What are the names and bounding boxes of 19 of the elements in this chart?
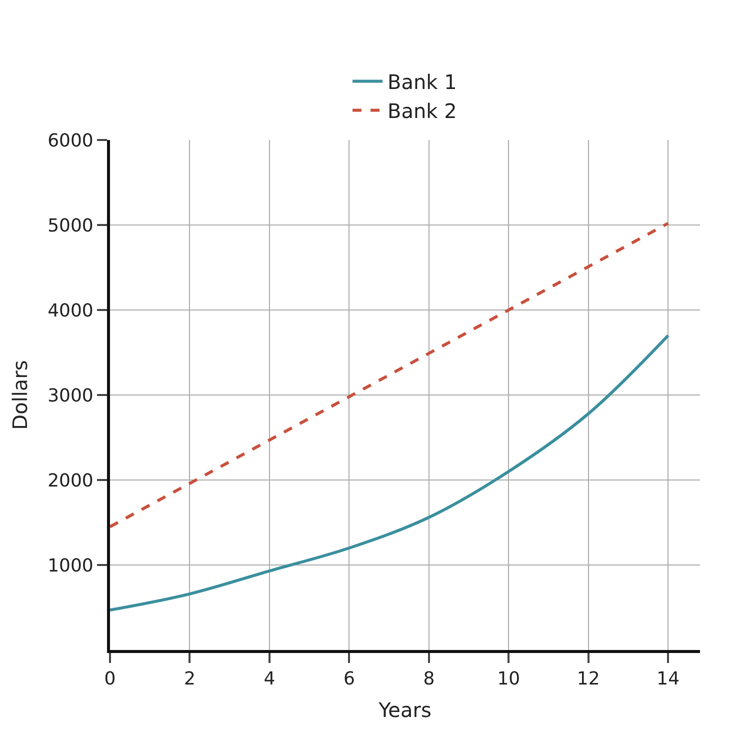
y-tick-label: 1000	[48, 555, 94, 576]
x-tick-label: 10	[497, 668, 520, 690]
y-tick-label: 6000	[48, 130, 94, 152]
x-tick-label: 8	[423, 668, 435, 690]
x-tick-label: 4	[264, 668, 276, 690]
y-axis-title: Dollars	[8, 360, 32, 430]
x-tick-label: 12	[576, 668, 600, 690]
y-tick-label: 3000	[48, 385, 94, 406]
y-tick-label: 2000	[48, 470, 94, 492]
y-tick-label: 4000	[48, 300, 94, 322]
x-tick-label: 0	[104, 668, 116, 690]
x-tick-label: 2	[184, 668, 196, 690]
x-axis-title: Years	[378, 698, 432, 722]
legend-label: Bank 2	[388, 99, 457, 124]
line-series	[110, 334, 670, 612]
y-tick-label: 5000	[48, 215, 94, 236]
x-tick-label: 6	[343, 668, 355, 690]
legend-label: Bank 1	[388, 70, 457, 94]
x-tick-label: 14	[656, 668, 680, 690]
